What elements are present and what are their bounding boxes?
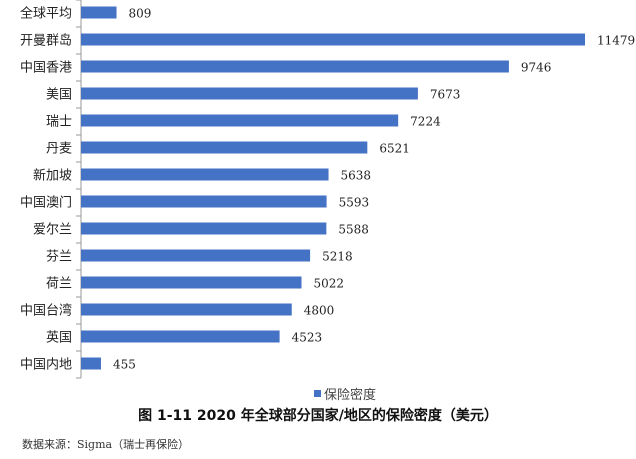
bar <box>81 222 327 235</box>
bar-chart: 全球平均 809 开曼群岛 11479 中国香港 9746 美国 7673 瑞士 7224 丹麦 65… <box>20 0 635 379</box>
data-label: 4800 <box>304 304 335 318</box>
category-label: 芬兰 <box>46 250 72 265</box>
category-label: 开曼群岛 <box>20 33 72 49</box>
category-label: 全球平均 <box>20 6 72 22</box>
legend-label: 保险密度 <box>324 388 377 403</box>
bar <box>81 114 399 127</box>
bar <box>81 141 368 154</box>
data-label: 7224 <box>410 115 441 129</box>
bar <box>81 357 101 370</box>
bar <box>81 276 302 289</box>
category-label: 中国香港 <box>20 61 72 76</box>
category-label: 美国 <box>46 88 72 103</box>
data-label: 455 <box>113 358 136 372</box>
data-label: 5638 <box>341 169 372 183</box>
category-label: 英国 <box>46 331 72 346</box>
category-label: 中国内地 <box>20 357 72 373</box>
data-label: 5593 <box>339 196 370 210</box>
data-label: 9746 <box>521 61 552 75</box>
category-label: 爱尔兰 <box>33 223 72 238</box>
bar <box>81 60 509 73</box>
data-label: 809 <box>129 7 152 21</box>
category-label: 中国澳门 <box>20 195 72 211</box>
data-label: 5218 <box>322 250 353 264</box>
bar <box>81 33 585 46</box>
data-label: 11479 <box>597 34 635 48</box>
category-label: 荷兰 <box>46 277 72 292</box>
category-label: 瑞士 <box>46 115 72 130</box>
bar <box>81 87 418 100</box>
legend: 保险密度 <box>314 384 376 403</box>
legend-swatch <box>314 390 321 397</box>
data-label: 5588 <box>338 223 369 237</box>
bar <box>81 168 329 181</box>
category-label: 中国台湾 <box>20 303 72 319</box>
data-label: 6521 <box>379 142 410 156</box>
bar <box>81 249 311 262</box>
data-label: 4523 <box>292 331 323 345</box>
data-source: 数据来源：Sigma（瑞士再保险） <box>22 438 190 451</box>
category-label: 丹麦 <box>46 142 72 157</box>
data-label: 7673 <box>430 88 461 102</box>
bar <box>81 303 292 316</box>
bar <box>81 6 117 19</box>
data-label: 5022 <box>313 277 344 291</box>
chart-title: 图 1-11 2020 年全球部分国家/地区的保险密度（美元） <box>138 408 498 424</box>
category-label: 新加坡 <box>33 168 72 184</box>
bar <box>81 330 280 343</box>
bar <box>81 195 327 208</box>
